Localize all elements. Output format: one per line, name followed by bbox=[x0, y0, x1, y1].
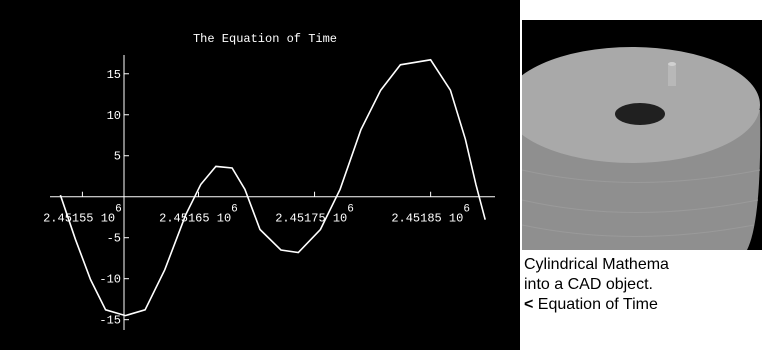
page: The Equation of Time -15 -10 -5 5 10 15 2.4515… bbox=[0, 0, 762, 350]
y-tick-label: 10 bbox=[107, 109, 121, 123]
y-tick-label: 5 bbox=[114, 150, 121, 164]
y-tick-label: -5 bbox=[107, 232, 121, 246]
caption-link-row: < Equation of Time bbox=[524, 295, 762, 315]
chart-background bbox=[0, 0, 520, 350]
cylinder-hole bbox=[615, 103, 665, 125]
chart-title: The Equation of Time bbox=[193, 32, 337, 46]
cylinder-pin bbox=[668, 64, 676, 86]
x-tick-label-exponent: 6 bbox=[347, 204, 354, 216]
caption-line: into a CAD object. bbox=[524, 275, 762, 295]
x-tick-label-base: 2.45175 10 bbox=[275, 212, 347, 226]
caption-link[interactable]: Equation of Time bbox=[538, 296, 658, 313]
x-tick-label-exponent: 6 bbox=[231, 204, 238, 216]
y-tick-label: -10 bbox=[99, 273, 121, 287]
y-tick-label: 15 bbox=[107, 68, 121, 82]
x-tick-label-base: 2.45155 10 bbox=[43, 212, 115, 226]
x-tick-label-exponent: 6 bbox=[463, 204, 470, 216]
caption: Cylindrical Mathema into a CAD object. <… bbox=[524, 255, 762, 315]
pin-top bbox=[668, 62, 676, 66]
cad-image bbox=[522, 20, 762, 250]
x-tick-label-exponent: 6 bbox=[115, 204, 122, 216]
caption-line: Cylindrical Mathema bbox=[524, 255, 762, 275]
chart: The Equation of Time -15 -10 -5 5 10 15 2.4515… bbox=[0, 0, 520, 350]
x-tick-label-base: 2.45165 10 bbox=[159, 212, 231, 226]
x-tick-label-base: 2.45185 10 bbox=[391, 212, 463, 226]
caption-marker: < bbox=[524, 296, 533, 313]
y-tick-label: -15 bbox=[99, 314, 121, 328]
